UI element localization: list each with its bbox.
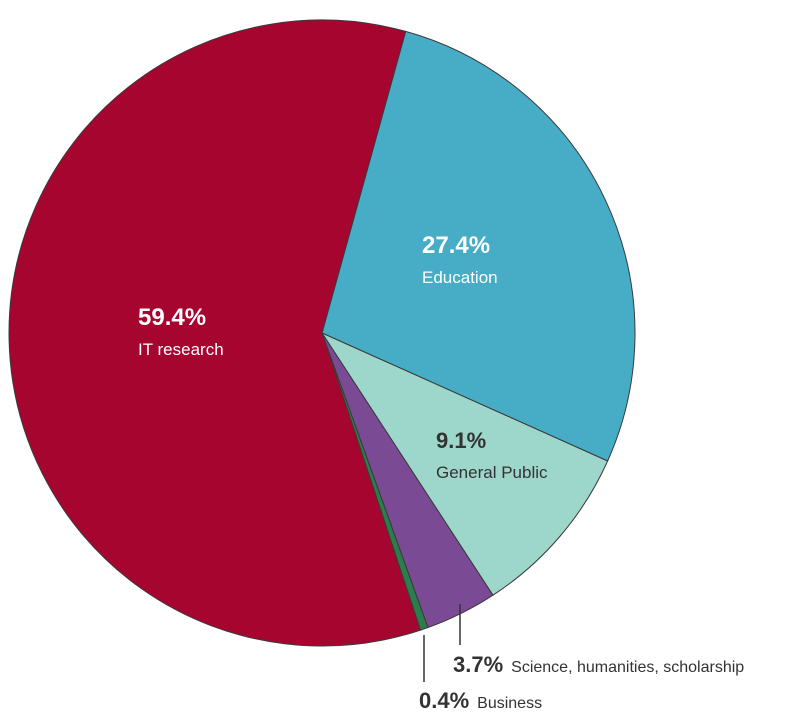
slice-percent-it-research: 59.4% [138,304,206,331]
slice-percent-general-public: 9.1% [436,428,486,453]
pie-slice-it-research [8,19,422,647]
pie-slices [8,19,636,647]
slice-label-education: Education [422,268,498,287]
slice-label-it-research: IT research [138,340,224,359]
slice-callout-science-humanities-scholarship: 3.7% Science, humanities, scholarship [453,652,744,677]
slice-percent-education: 27.4% [422,232,490,259]
pie-slice-education [321,30,636,462]
pie-slice-general-public [320,331,609,596]
slice-label-general-public: General Public [436,463,548,482]
slice-callout-business: 0.4% Business [419,688,542,713]
pie-labels: 27.4% Education 9.1% General Public 3.7% Scie… [138,232,744,713]
